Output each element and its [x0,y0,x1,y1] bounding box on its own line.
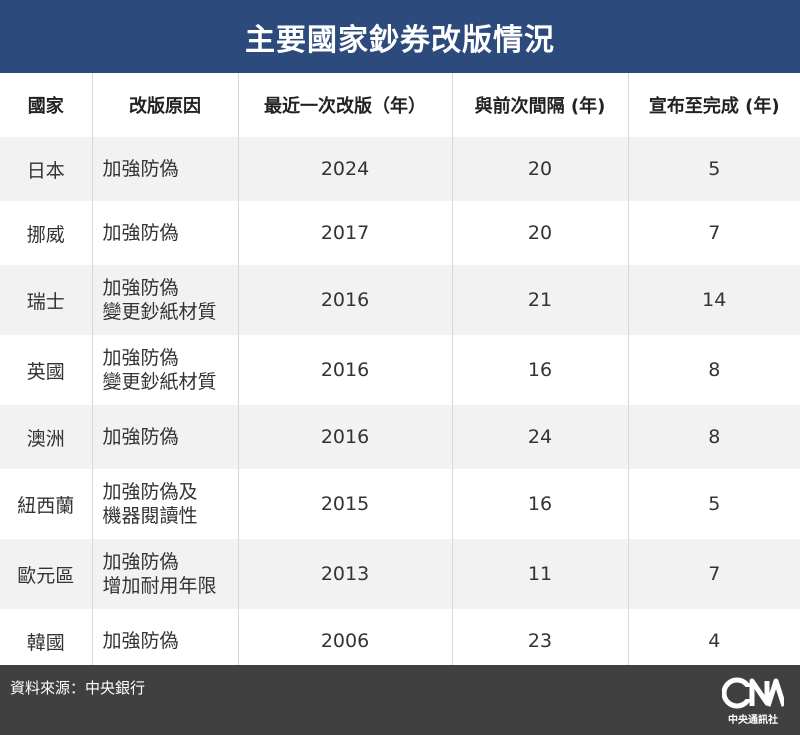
table-row: 紐西蘭 加強防偽及 機器閱讀性 2015 16 5 [0,469,800,539]
cell-announce: 8 [628,405,800,469]
cell-interval: 20 [452,137,629,201]
title-bar: 主要國家鈔券改版情況 [0,0,800,73]
cell-latest: 2006 [238,609,453,673]
table-row: 日本 加強防偽 2024 20 5 [0,137,800,201]
cell-announce: 14 [628,265,800,335]
reason-line: 加強防偽 [102,347,179,369]
table-header-row: 國家 改版原因 最近一次改版（年） 與前次間隔 (年) 宣布至完成 (年) [0,73,800,137]
header-country: 國家 [0,73,93,137]
header-latest: 最近一次改版（年） [238,73,453,137]
cell-country: 韓國 [0,609,93,673]
table-row: 歐元區 加強防偽 增加耐用年限 2013 11 7 [0,539,800,609]
cell-latest: 2017 [238,201,453,265]
cell-interval: 21 [452,265,629,335]
cell-announce: 5 [628,137,800,201]
logo-text: 中央通訊社 [728,715,778,726]
cell-announce: 8 [708,359,721,381]
table-row: 澳洲 加強防偽 2016 24 8 [0,405,800,469]
cell-reason: 加強防偽 變更鈔紙材質 [92,265,239,335]
header-reason: 改版原因 [92,73,239,137]
cna-logo: 中央通訊社 [718,677,788,729]
reason-line: 加強防偽 [102,551,179,573]
cell-latest: 2016 [238,405,453,469]
table-row: 挪威 加強防偽 2017 20 7 [0,201,800,265]
cell-announce: 4 [708,630,721,652]
cell-interval: 23 [452,609,629,673]
cell-country: 挪威 [0,201,93,265]
cell-country: 日本 [0,137,93,201]
cell-country: 英國 [0,335,93,405]
cell-latest: 2016 [238,335,453,405]
cell-interval: 16 [452,335,629,405]
cell-reason: 加強防偽及 機器閱讀性 [92,469,239,539]
footer: 資料來源：中央銀行 中央通訊社 [0,665,800,735]
header-announce: 宣布至完成 (年) [648,96,780,117]
cell-reason: 加強防偽 變更鈔紙材質 [92,335,239,405]
cell-interval: 20 [452,201,629,265]
table-row: 韓國 加強防偽 2006 23 4 [0,609,800,673]
cell-interval: 11 [452,539,629,609]
table-row: 瑞士 加強防偽 變更鈔紙材質 2016 21 14 [0,265,800,335]
reason-line: 加強防偽 [102,222,179,244]
header-interval: 與前次間隔 (年) [452,73,629,137]
cell-reason: 加強防偽 [92,201,239,265]
banknote-table: 國家 改版原因 最近一次改版（年） 與前次間隔 (年) 宣布至完成 (年) 日本… [0,73,800,673]
cell-latest: 2024 [238,137,453,201]
reason-line: 加強防偽 [102,158,179,180]
cell-interval: 16 [452,469,629,539]
source-note: 資料來源：中央銀行 [10,679,146,697]
cell-reason: 加強防偽 [92,609,239,673]
cell-latest: 2016 [238,265,453,335]
cell-country: 歐元區 [0,539,93,609]
reason-line: 增加耐用年限 [102,575,217,597]
table-row: 英國 加強防偽 變更鈔紙材質 2016 16 8 [0,335,800,405]
cell-reason: 加強防偽 [92,405,239,469]
cell-reason: 加強防偽 [92,137,239,201]
reason-line: 加強防偽及 [102,481,198,503]
cell-country: 澳洲 [0,405,93,469]
reason-line: 變更鈔紙材質 [102,301,217,323]
cell-latest: 2015 [238,469,453,539]
cell-announce: 5 [708,493,721,515]
cell-announce: 7 [708,222,721,244]
cell-announce: 7 [628,539,800,609]
cell-country: 紐西蘭 [0,469,93,539]
cell-reason: 加強防偽 增加耐用年限 [92,539,239,609]
reason-line: 變更鈔紙材質 [102,371,217,393]
reason-line: 加強防偽 [102,426,179,448]
table-body: 日本 加強防偽 2024 20 5 挪威 加強防偽 2017 20 7 瑞士 加強防偽 變更鈔紙材質 20… [0,137,800,673]
reason-line: 加強防偽 [102,277,179,299]
reason-line: 機器閱讀性 [102,505,198,527]
page-title: 主要國家鈔券改版情況 [245,22,555,58]
cell-latest: 2013 [238,539,453,609]
cell-interval: 24 [452,405,629,469]
cna-logo-icon [722,677,784,709]
cell-country: 瑞士 [0,265,93,335]
reason-line: 加強防偽 [102,630,179,652]
